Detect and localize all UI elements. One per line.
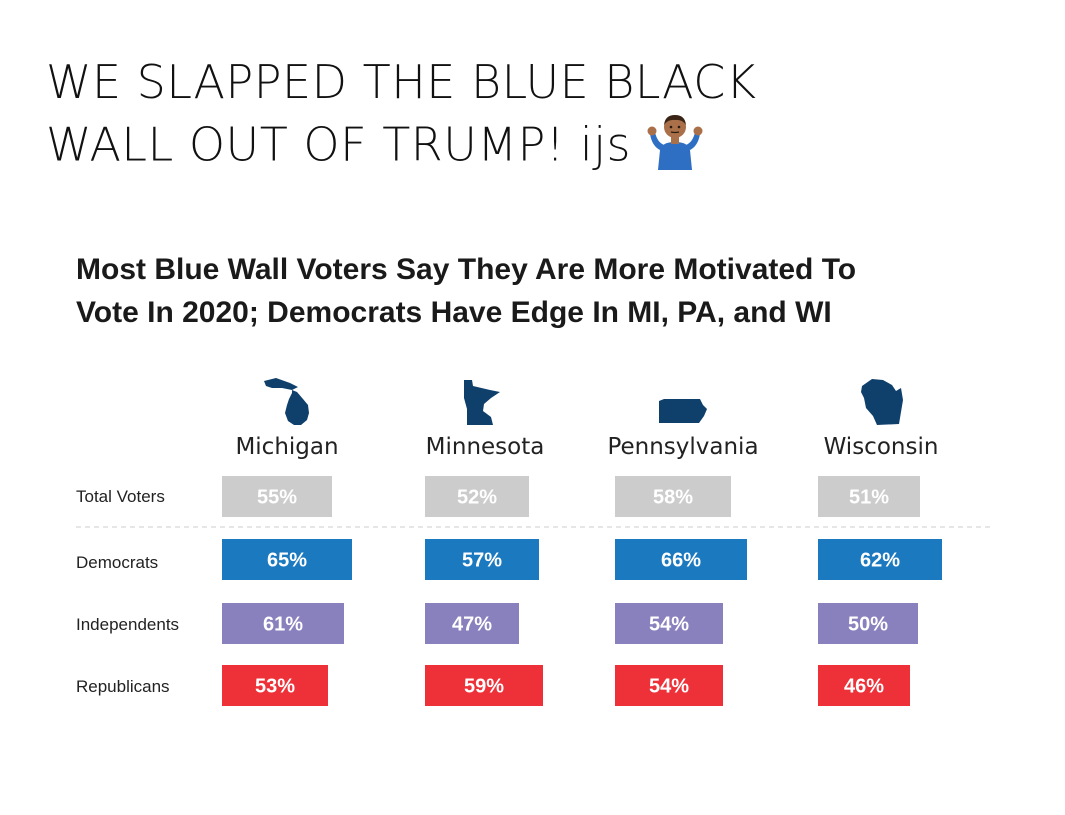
- michigan-state-icon: [264, 378, 309, 425]
- post-caption: WE SLAPPED THE BLUE BLACK WALL OUT OF TR…: [46, 52, 946, 184]
- bar-total-voters-wisconsin: [818, 476, 920, 517]
- column-label: Wisconsin: [824, 434, 939, 460]
- column-label: Michigan: [235, 434, 338, 460]
- bar-independents-minnesota: [425, 603, 519, 644]
- bar-independents-wisconsin: [818, 603, 918, 644]
- bar-value-label: 66%: [661, 550, 701, 572]
- bar-value-label: 54%: [649, 614, 689, 636]
- minnesota-state-icon: [464, 380, 500, 425]
- bar-value-label: 57%: [462, 550, 502, 572]
- row-label: Democrats: [76, 553, 158, 572]
- person-shrugging-icon: [646, 112, 704, 184]
- bar-independents-pennsylvania: [615, 603, 723, 644]
- chart-title-line-1: Most Blue Wall Voters Say They Are More …: [76, 253, 857, 286]
- chart-title: Most Blue Wall Voters Say They Are More …: [76, 248, 1036, 334]
- row-label: Independents: [76, 615, 179, 634]
- bar-value-label: 59%: [464, 676, 504, 698]
- bar-independents-michigan: [222, 603, 344, 644]
- column-label: Pennsylvania: [607, 434, 758, 460]
- bar-value-label: 52%: [457, 487, 497, 509]
- bar-value-label: 58%: [653, 487, 693, 509]
- bar-value-label: 50%: [848, 614, 888, 636]
- bar-republicans-wisconsin: [818, 665, 910, 706]
- bar-value-label: 65%: [267, 550, 307, 572]
- bar-value-label: 47%: [452, 614, 492, 636]
- row-label: Total Voters: [76, 487, 165, 506]
- bar-total-voters-minnesota: [425, 476, 529, 517]
- row-labels: Total Voters Democrats Independents Repu…: [76, 487, 179, 696]
- bars-group: 55% 52% 58% 51% 65% 57% 66% 62% 61% 47% 54% 50% 53% 5…: [222, 476, 942, 706]
- row-label: Republicans: [76, 677, 170, 696]
- bar-republicans-michigan: [222, 665, 328, 706]
- bar-republicans-minnesota: [425, 665, 543, 706]
- column-labels: Michigan Minnesota Pennsylvania Wisconsi…: [235, 434, 938, 460]
- bar-value-label: 61%: [263, 614, 303, 636]
- bar-republicans-pennsylvania: [615, 665, 723, 706]
- wisconsin-state-icon: [861, 379, 903, 425]
- caption-line-2: WALL OUT OF TRUMP! ijs: [46, 112, 946, 184]
- chart-title-line-2: Vote In 2020; Democrats Have Edge In MI,…: [76, 296, 832, 329]
- bar-value-label: 55%: [257, 487, 297, 509]
- caption-line-1: WE SLAPPED THE BLUE BLACK: [46, 55, 757, 109]
- bar-value-label: 46%: [844, 676, 884, 698]
- pennsylvania-state-icon: [659, 399, 707, 423]
- bar-value-label: 51%: [849, 487, 889, 509]
- bar-total-voters-pennsylvania: [615, 476, 731, 517]
- bar-democrats-pennsylvania: [615, 539, 747, 580]
- bar-democrats-michigan: [222, 539, 352, 580]
- bar-value-label: 62%: [860, 550, 900, 572]
- caption-line-2-text: WALL OUT OF TRUMP! ijs: [46, 117, 631, 172]
- bar-democrats-wisconsin: [818, 539, 942, 580]
- bar-total-voters-michigan: [222, 476, 332, 517]
- bar-value-label: 54%: [649, 676, 689, 698]
- bar-value-label: 53%: [255, 676, 295, 698]
- bar-democrats-minnesota: [425, 539, 539, 580]
- column-label: Minnesota: [426, 434, 545, 460]
